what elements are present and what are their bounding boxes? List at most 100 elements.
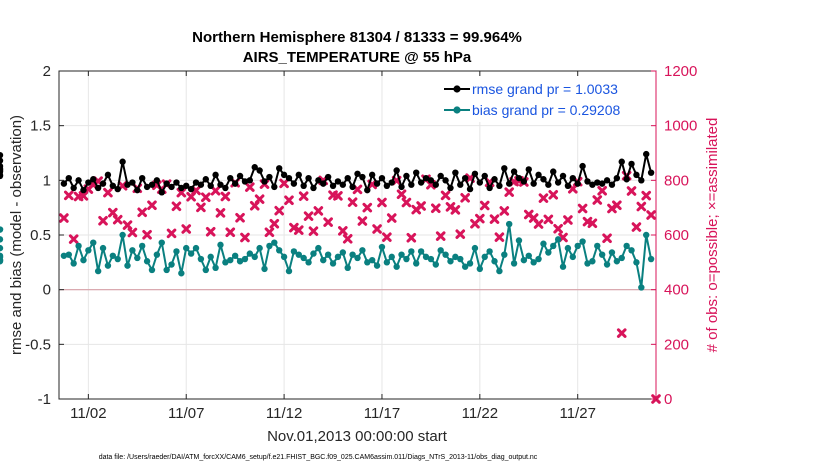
obs-assimilated-point bbox=[636, 201, 647, 212]
bias-point bbox=[422, 253, 430, 261]
legend-rmse-label: rmse grand pr = 1.0033 bbox=[472, 81, 618, 97]
rmse-point bbox=[85, 179, 92, 186]
bias-point bbox=[138, 242, 146, 250]
y-tick-label: 1 bbox=[43, 172, 51, 189]
bias-point bbox=[75, 242, 82, 250]
rmse-point bbox=[109, 182, 117, 189]
rmse-point bbox=[535, 171, 542, 179]
rmse-point bbox=[413, 169, 420, 176]
rmse-point bbox=[584, 178, 591, 185]
bias-point bbox=[158, 239, 165, 246]
rmse-point bbox=[124, 181, 131, 188]
obs-assimilated-point bbox=[142, 229, 152, 240]
bias-point bbox=[60, 252, 68, 259]
rmse-point bbox=[427, 177, 435, 184]
rmse-point bbox=[422, 174, 430, 182]
rmse-point bbox=[638, 177, 645, 184]
rmse-point bbox=[398, 183, 405, 191]
bias-point bbox=[246, 250, 254, 257]
bias-point bbox=[70, 260, 77, 267]
obs-assimilated-point bbox=[333, 191, 343, 201]
rmse-point bbox=[212, 171, 219, 179]
bias-point bbox=[163, 266, 170, 274]
rmse-point bbox=[114, 185, 121, 193]
bias-point bbox=[80, 256, 87, 264]
obs-assimilated-point bbox=[284, 195, 294, 206]
rmse-point bbox=[320, 180, 327, 187]
y2-tick-label: 800 bbox=[664, 172, 689, 189]
rmse-point bbox=[129, 179, 136, 186]
obs-assimilated-point bbox=[308, 226, 319, 236]
rmse-point bbox=[368, 171, 376, 179]
obs-assimilated-point bbox=[279, 178, 289, 189]
rmse-point bbox=[594, 179, 601, 186]
obs-marks bbox=[61, 172, 661, 404]
obs-assimilated-point bbox=[235, 212, 245, 223]
rmse-point bbox=[0, 157, 4, 164]
rmse-point bbox=[339, 181, 347, 188]
rmse-point bbox=[510, 168, 518, 175]
y2-tick-label: 200 bbox=[664, 336, 689, 353]
rmse-point bbox=[628, 160, 635, 168]
rmse-point bbox=[603, 177, 611, 184]
rmse-point bbox=[227, 174, 234, 182]
rmse-point bbox=[300, 182, 307, 189]
bias-point bbox=[633, 259, 640, 266]
y-tick-label: 1.5 bbox=[30, 118, 51, 135]
y-tick-label: 0 bbox=[43, 282, 51, 299]
obs-assimilated-point bbox=[127, 227, 138, 238]
y2-tick-label: 600 bbox=[664, 227, 689, 244]
bias-point bbox=[173, 248, 180, 255]
obs-assimilated-point bbox=[303, 211, 314, 221]
bias-point bbox=[618, 254, 625, 262]
rmse-point bbox=[461, 174, 469, 182]
bias-point bbox=[271, 239, 278, 246]
bias-point bbox=[638, 284, 645, 291]
rmse-point bbox=[520, 178, 528, 185]
obs-assimilated-point bbox=[548, 190, 559, 200]
obs-assimilated-point bbox=[215, 208, 226, 218]
legend: rmse grand pr = 1.0033 bias grand pr = 0… bbox=[438, 76, 650, 122]
bias-point bbox=[491, 258, 498, 265]
bias-point bbox=[0, 226, 4, 233]
rmse-point bbox=[197, 181, 205, 188]
obs-assimilated-point bbox=[347, 197, 358, 207]
bias-point bbox=[261, 265, 268, 273]
y2-axis-label: # of obs: o=possible; ×=assimilated bbox=[704, 118, 721, 353]
obs-assimilated-point bbox=[98, 215, 108, 226]
rmse-point bbox=[290, 180, 298, 187]
bias-point bbox=[476, 265, 484, 273]
obs-assimilated-point bbox=[401, 197, 412, 208]
bias-point bbox=[368, 256, 376, 264]
obs-assimilated-point bbox=[103, 187, 113, 198]
rmse-point bbox=[540, 176, 547, 183]
y-tick-label: -0.5 bbox=[25, 336, 51, 353]
obs-assimilated-point bbox=[450, 205, 461, 215]
obs-assimilated-point bbox=[269, 218, 280, 229]
rmse-point bbox=[623, 176, 630, 183]
obs-assimilated-point bbox=[577, 203, 588, 214]
obs-assimilated-point bbox=[489, 214, 500, 224]
rmse-point bbox=[403, 172, 410, 180]
obs-assimilated-point bbox=[293, 225, 304, 235]
plot-area bbox=[0, 70, 661, 404]
rmse-point bbox=[207, 182, 214, 189]
rmse-point bbox=[613, 174, 621, 182]
rmse-point bbox=[192, 179, 200, 186]
bias-point bbox=[222, 259, 229, 266]
obs-assimilated-point bbox=[543, 214, 554, 225]
bias-point bbox=[324, 251, 332, 258]
bias-point bbox=[564, 244, 572, 252]
bias-point bbox=[452, 253, 459, 261]
x-tick-label: 11/07 bbox=[168, 405, 204, 422]
bias-point bbox=[510, 260, 518, 267]
axis-ticks bbox=[59, 70, 657, 400]
obs-assimilated-point bbox=[245, 182, 255, 192]
rmse-point bbox=[344, 174, 351, 182]
obs-assimilated-point bbox=[430, 203, 441, 214]
rmse-point bbox=[305, 174, 312, 182]
bias-point bbox=[437, 247, 444, 254]
rmse-point bbox=[515, 174, 523, 182]
rmse-point bbox=[236, 172, 244, 180]
bias-point bbox=[364, 259, 371, 266]
